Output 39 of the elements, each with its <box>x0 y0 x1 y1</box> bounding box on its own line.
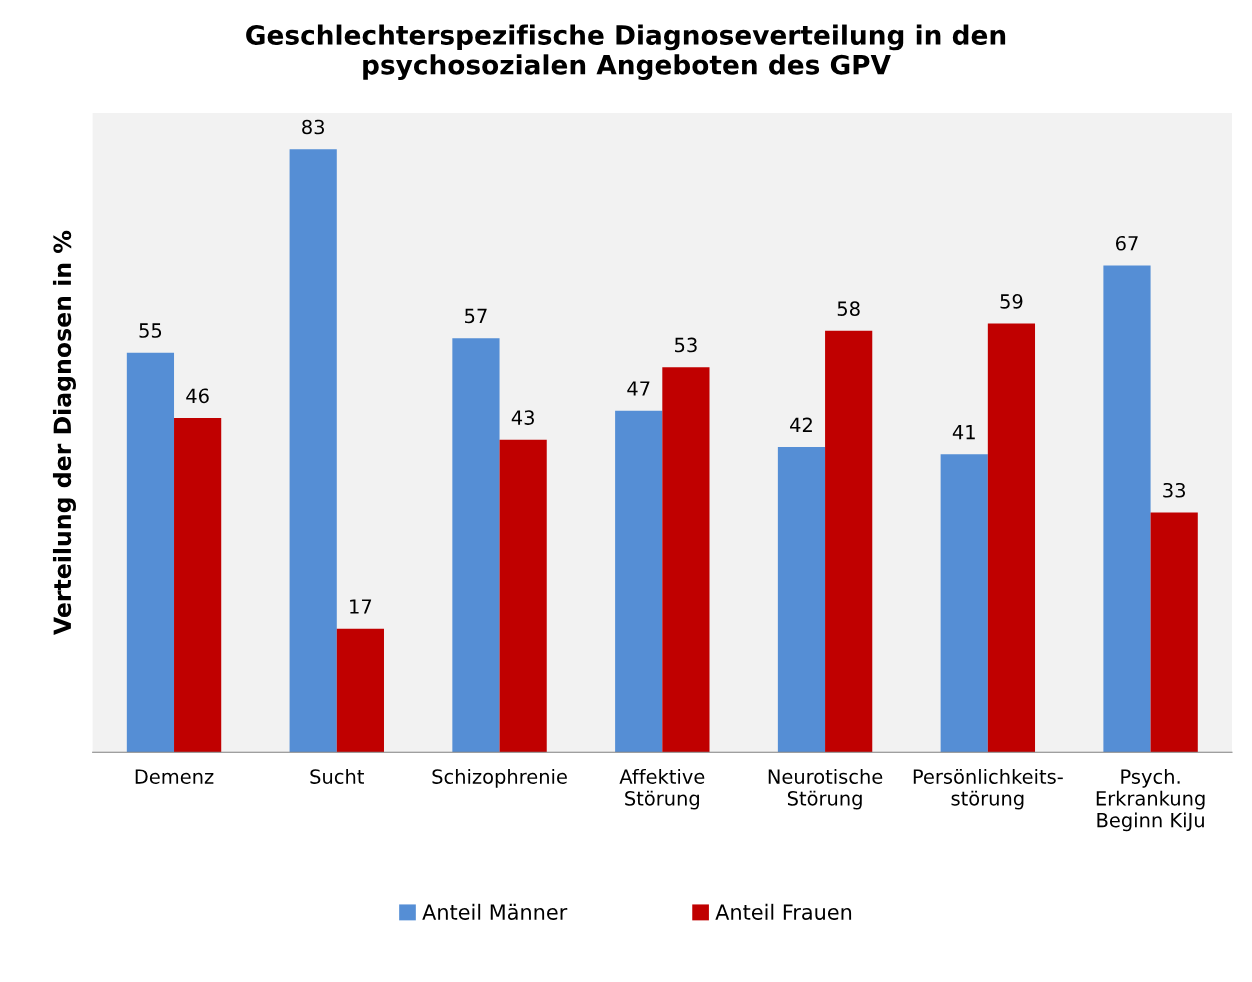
x-tick-label: Demenz <box>135 769 214 784</box>
data-label: 17 <box>350 599 372 614</box>
data-label: 43 <box>511 410 534 425</box>
data-label: 55 <box>139 323 162 338</box>
data-label: 46 <box>186 388 209 404</box>
data-label: 67 <box>1115 235 1138 251</box>
bar <box>987 323 1036 753</box>
data-label: 59 <box>1000 294 1023 309</box>
x-tick-label: Sucht <box>310 768 364 784</box>
bar <box>825 330 873 753</box>
data-label: 58 <box>837 301 860 316</box>
x-tick-label: Affektive Störung <box>619 768 705 810</box>
data-label: 57 <box>465 308 487 324</box>
bar <box>1150 512 1198 753</box>
bar <box>336 628 384 753</box>
bar <box>1103 265 1151 753</box>
data-label: 41 <box>952 425 975 440</box>
bar <box>499 439 547 753</box>
x-tick-label: Persönlichkeits- störung <box>913 768 1063 810</box>
bar <box>662 367 710 753</box>
y-axis-title: Verteilung der Diagnosen in % <box>52 230 76 635</box>
data-label: 33 <box>1163 482 1185 498</box>
data-label: 42 <box>790 417 812 432</box>
x-tick-label: Psych. Erkrankung Beginn KiJu <box>1096 768 1205 832</box>
x-tick-label: Neurotische Störung <box>768 768 883 810</box>
data-label: 47 <box>627 381 650 396</box>
chart-title: Geschlechterspezifische Diagnoseverteilung in den psychosozialen Angeboten des GPV <box>246 24 1006 81</box>
x-tick-label: Schizophrenie <box>432 768 567 788</box>
bar <box>174 418 222 753</box>
legend-label: Anteil Frauen <box>715 903 852 920</box>
bar <box>126 352 175 753</box>
bar <box>777 447 826 753</box>
data-label: 83 <box>302 119 324 135</box>
data-label: 53 <box>675 337 697 353</box>
bar <box>615 410 663 753</box>
bar <box>289 149 337 753</box>
legend-label: Anteil Männer <box>422 903 568 920</box>
bar <box>452 338 500 753</box>
bar <box>940 454 988 753</box>
